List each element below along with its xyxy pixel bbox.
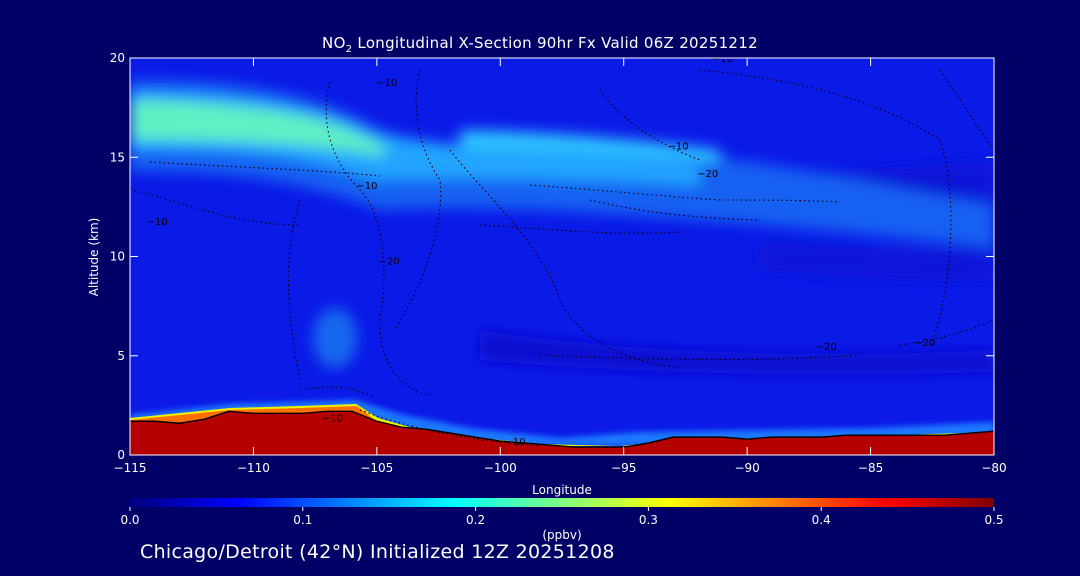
x-tick-label: −85 bbox=[858, 461, 883, 475]
contour-label-group: −10 −10 −10 −10 −20 −10 −10 −20 −10 −20 −20 bbox=[147, 54, 936, 448]
x-tick-label: −80 bbox=[981, 461, 1006, 475]
contour-line bbox=[899, 319, 994, 346]
contour-label: −10 bbox=[376, 78, 397, 89]
initialization-caption: Chicago/Detroit (42°N) Initialized 12Z 2… bbox=[140, 541, 615, 563]
colorbar-tick-label: 0.2 bbox=[466, 513, 485, 527]
contour-label: −20 bbox=[816, 342, 837, 353]
contour-line bbox=[287, 199, 301, 381]
contour-label: −10 bbox=[147, 217, 168, 228]
plume-patch bbox=[313, 308, 357, 368]
y-axis-label: Altitude (km) bbox=[87, 218, 101, 297]
colorbar-label: (ppbv) bbox=[542, 528, 581, 542]
high-right-band bbox=[760, 240, 994, 281]
contour-label: −20 bbox=[914, 338, 935, 349]
x-tick-label: −105 bbox=[360, 461, 393, 475]
contour-line bbox=[394, 69, 442, 331]
colorbar-tick-label: 0.0 bbox=[120, 513, 139, 527]
colorbar-bar bbox=[130, 498, 994, 507]
surface-pollution-layer bbox=[130, 411, 994, 455]
contour-label: −20 bbox=[379, 256, 400, 267]
colorbar-tick-label: 0.1 bbox=[293, 513, 312, 527]
x-tick-label: −90 bbox=[734, 461, 759, 475]
contour-label: −20 bbox=[697, 169, 718, 180]
x-tick-label: −110 bbox=[237, 461, 270, 475]
y-tick-label: 0 bbox=[117, 448, 125, 462]
y-axis: Altitude (km) 0 5 10 15 20 bbox=[87, 51, 994, 462]
stratospheric-band-core bbox=[130, 100, 385, 156]
x-tick-label: −95 bbox=[611, 461, 636, 475]
y-tick-label: 15 bbox=[110, 150, 125, 164]
contour-line bbox=[699, 69, 952, 349]
x-tick-label: −115 bbox=[114, 461, 147, 475]
chart-title: NO2 Longitudinal X-Section 90hr Fx Valid… bbox=[322, 34, 758, 55]
plot-area: −10 −10 −10 −10 −20 −10 −10 −20 −10 −20 −20 bbox=[130, 54, 994, 455]
contour-label: −10 bbox=[322, 413, 343, 424]
contour-line bbox=[449, 149, 681, 369]
contour-label: −10 bbox=[712, 54, 733, 65]
colorbar-tick-label: 0.5 bbox=[984, 513, 1003, 527]
contour-line bbox=[130, 189, 301, 226]
y-tick-label: 20 bbox=[110, 51, 125, 65]
mid-troposphere-low-band bbox=[480, 330, 994, 375]
terrain-outline bbox=[130, 410, 994, 448]
contour-label: −10 bbox=[505, 437, 526, 448]
contour-line bbox=[325, 81, 431, 396]
y-tick-label: 10 bbox=[110, 250, 125, 264]
x-axis-label: Longitude bbox=[532, 483, 592, 497]
contour-line bbox=[599, 89, 701, 161]
colorbar-tick-label: 0.4 bbox=[812, 513, 831, 527]
x-axis: Longitude −115 −110 −105 −100 −95 −90 −85 −80 bbox=[114, 58, 1007, 497]
contour-line bbox=[529, 184, 841, 203]
upper-band-right-streak bbox=[460, 130, 720, 162]
concentration-field bbox=[130, 79, 994, 375]
contour-line bbox=[479, 224, 681, 234]
y-tick-label: 5 bbox=[117, 349, 125, 363]
colorbar-tick-label: 0.3 bbox=[639, 513, 658, 527]
contour-label: −10 bbox=[667, 141, 688, 152]
x-tick-label: −100 bbox=[484, 461, 517, 475]
colorbar: (ppbv) 0.0 0.1 0.2 0.3 0.4 0.5 bbox=[120, 498, 1004, 542]
temperature-contours bbox=[130, 69, 994, 447]
contour-line bbox=[149, 161, 381, 177]
contour-label: −10 bbox=[356, 181, 377, 192]
contour-line bbox=[589, 199, 761, 221]
